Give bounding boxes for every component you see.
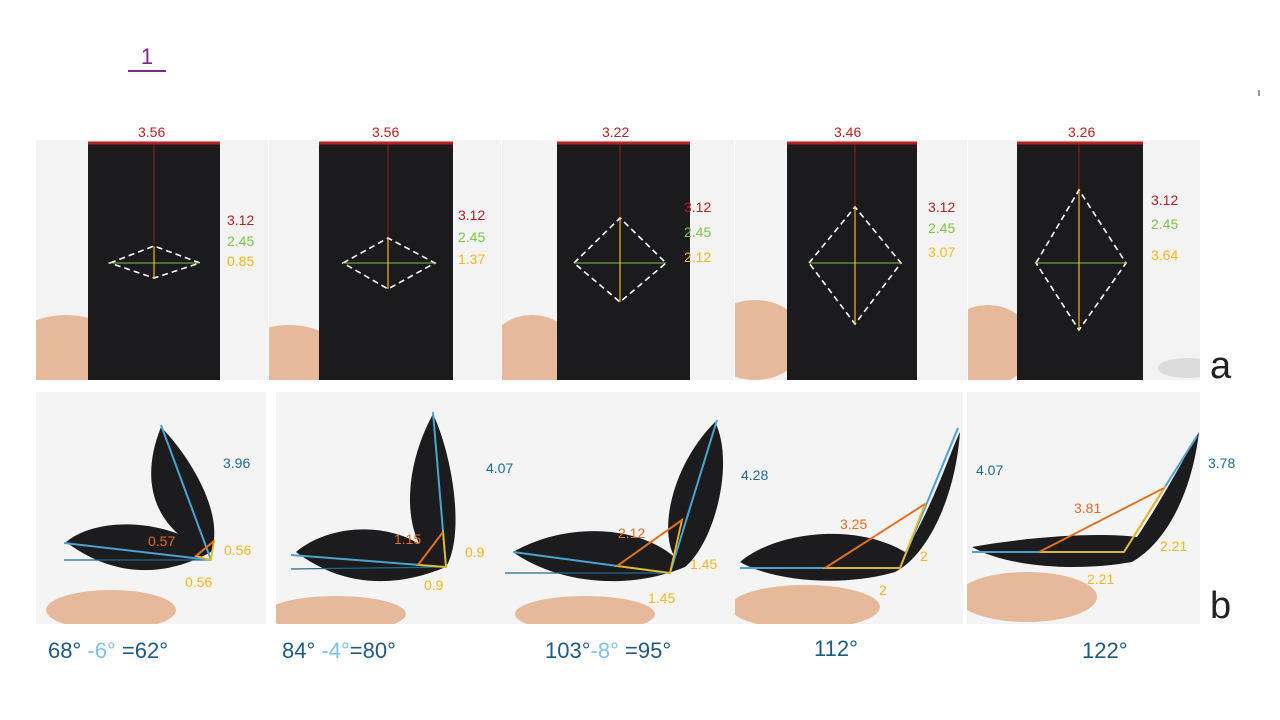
orange-length-5: 3.81 [1074, 500, 1102, 516]
top-width-label-3: 3.22 [602, 124, 630, 140]
green-value-4: 2.45 [928, 220, 956, 236]
angle-main-5: 122° [1082, 638, 1128, 663]
yellow-bottom-5: 2.21 [1087, 571, 1115, 587]
yellow-value-1: 0.85 [227, 253, 255, 269]
photo-b-5 [967, 392, 1200, 624]
photo-b-4 [735, 392, 963, 624]
yellow-right-2: 0.9 [465, 544, 485, 560]
red-value-5: 3.12 [1151, 192, 1179, 208]
section-letter-b: b [1210, 585, 1232, 627]
angle-main-3: 103° [545, 638, 591, 663]
photo-a-2 [269, 140, 501, 380]
corner-mark [1258, 90, 1260, 96]
orange-length-4: 3.25 [840, 516, 868, 532]
red-value-2: 3.12 [458, 207, 486, 223]
red-value-3: 3.12 [684, 199, 712, 215]
blue-length-4: 4.07 [976, 462, 1004, 478]
blue-length-1: 3.96 [223, 455, 251, 471]
page-number: 1 [128, 44, 166, 72]
yellow-right-4: 2 [920, 548, 928, 564]
angle-sub-2: -4° [321, 638, 350, 663]
angle-caption-2: 84° -4°=80° [282, 638, 396, 664]
yellow-right-5: 2.21 [1160, 538, 1188, 554]
blue-length-3: 4.28 [741, 467, 769, 483]
yellow-bottom-3: 1.45 [648, 590, 676, 606]
red-value-1: 3.12 [227, 212, 255, 228]
angle-caption-3: 103°-8° =95° [545, 638, 671, 664]
angle-caption-4: 112° [814, 636, 858, 662]
green-value-5: 2.45 [1151, 216, 1179, 232]
angle-sub-3: -8° [590, 638, 619, 663]
orange-length-3: 2.12 [618, 525, 646, 541]
orange-length-1: 0.57 [148, 533, 176, 549]
yellow-value-4: 3.07 [928, 244, 956, 260]
angle-main-4: 112° [814, 636, 858, 661]
angle-caption-1: 68° -6° =62° [48, 638, 168, 664]
blue-length-5: 3.78 [1208, 455, 1236, 471]
section-letter-a: a [1210, 345, 1232, 387]
photo-a-3 [502, 140, 734, 380]
green-value-2: 2.45 [458, 229, 486, 245]
top-width-label-1: 3.56 [138, 124, 166, 140]
yellow-value-3: 2.12 [684, 249, 712, 265]
yellow-right-3: 1.45 [690, 556, 718, 572]
top-width-label-4: 3.46 [834, 124, 862, 140]
top-width-label-2: 3.56 [372, 124, 400, 140]
photo-a-5 [968, 140, 1200, 380]
photo-a-4 [735, 140, 967, 380]
photo-a-1 [36, 140, 268, 380]
green-value-1: 2.45 [227, 233, 255, 249]
photo-b-1 [36, 392, 266, 624]
angle-result-3: =95° [625, 638, 672, 663]
red-value-4: 3.12 [928, 199, 956, 215]
green-value-3: 2.45 [684, 224, 712, 240]
yellow-right-1: 0.56 [224, 542, 252, 558]
yellow-bottom-4: 2 [879, 582, 887, 598]
angle-main-2: 84° [282, 638, 316, 663]
orange-length-2: 1.15 [394, 531, 422, 547]
photo-b-2 [276, 392, 506, 624]
angle-result-1: =62° [121, 638, 169, 663]
yellow-value-5: 3.64 [1151, 247, 1179, 263]
blue-length-2: 4.07 [486, 460, 514, 476]
angle-caption-5: 122° [1082, 638, 1128, 664]
angle-main-1: 68° [48, 638, 82, 663]
yellow-value-2: 1.37 [458, 251, 486, 267]
angle-result-2: =80° [349, 638, 396, 663]
top-width-label-5: 3.26 [1068, 124, 1096, 140]
yellow-bottom-1: 0.56 [185, 574, 213, 590]
photo-b-3 [505, 392, 735, 624]
yellow-bottom-2: 0.9 [424, 577, 444, 593]
angle-sub-1: -6° [87, 638, 116, 663]
